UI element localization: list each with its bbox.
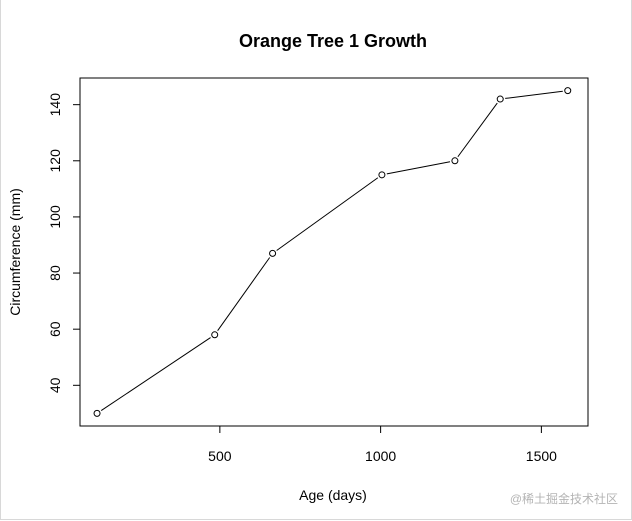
chart-title: Orange Tree 1 Growth — [239, 31, 427, 51]
x-tick-label: 500 — [208, 448, 232, 464]
data-point — [269, 249, 277, 257]
y-tick-label: 40 — [47, 377, 63, 393]
x-axis-label: Age (days) — [299, 487, 367, 503]
series-segment — [100, 337, 211, 412]
y-tick-label: 80 — [47, 265, 63, 281]
x-tick-label: 1000 — [365, 448, 396, 464]
y-tick-label: 120 — [47, 149, 63, 173]
data-point — [211, 331, 219, 339]
data-point — [451, 157, 459, 165]
data-point — [93, 409, 101, 417]
x-tick-label: 1500 — [526, 448, 557, 464]
series-segment — [386, 161, 451, 175]
series-segment — [505, 90, 563, 99]
data-point — [564, 87, 572, 95]
series-circumference — [93, 87, 572, 417]
x-axis: 500 1000 1500 — [208, 426, 557, 464]
data-point — [496, 95, 504, 103]
data-point — [378, 171, 386, 179]
y-tick-label: 100 — [47, 205, 63, 229]
y-axis: 40 60 80 100 120 140 — [47, 93, 80, 393]
y-tick-label: 60 — [47, 321, 63, 337]
series-segment — [217, 257, 271, 332]
series-segment — [276, 177, 379, 251]
series-segment — [457, 102, 498, 158]
y-axis-label: Circumference (mm) — [7, 188, 23, 316]
y-tick-label: 140 — [47, 93, 63, 117]
watermark-text: @稀土掘金技术社区 — [510, 491, 618, 506]
plot-area — [79, 77, 589, 427]
